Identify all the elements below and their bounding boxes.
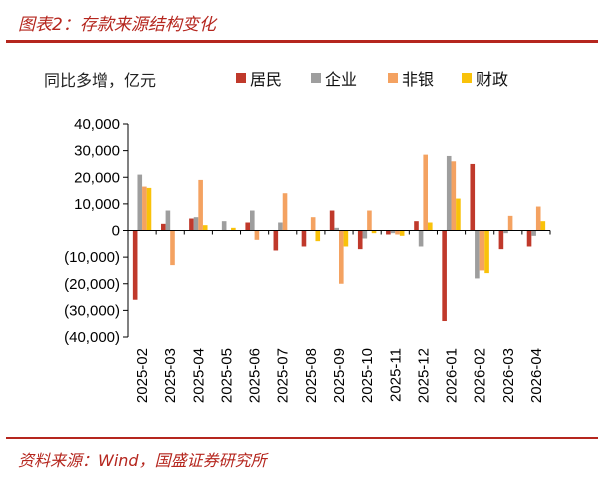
x-tick-label: 2026-02 bbox=[472, 348, 489, 403]
legend-label: 财政 bbox=[476, 70, 508, 89]
bar-1-2025-07 bbox=[273, 230, 279, 251]
bar-1-2025-06 bbox=[245, 222, 250, 231]
bar-1-2026-01 bbox=[442, 230, 447, 322]
x-tick-label: 2025-03 bbox=[162, 348, 179, 403]
bar-3-2026-04 bbox=[535, 206, 541, 231]
bar-4-2025-12 bbox=[428, 222, 433, 231]
legend-item: 企业 bbox=[311, 70, 357, 89]
bar-3-2025-03 bbox=[170, 230, 175, 266]
figure-title: 图表2：存款来源结构变化 bbox=[18, 15, 216, 35]
y-tick-label: 10,000 bbox=[74, 196, 120, 213]
bar-2-2026-02 bbox=[475, 230, 480, 279]
bar-4-2026-04 bbox=[540, 221, 546, 231]
bars bbox=[132, 154, 546, 322]
bar-3-2026-01 bbox=[451, 161, 457, 231]
bar-4-2025-05 bbox=[231, 227, 236, 231]
source-note: 资料来源：Wind，国盛证券研究所 bbox=[18, 451, 267, 470]
x-tick-label: 2026-04 bbox=[528, 348, 545, 403]
bar-1-2026-02 bbox=[470, 163, 476, 231]
x-tick-label: 2025-11 bbox=[387, 348, 404, 402]
bar-1-2025-04 bbox=[189, 218, 194, 231]
bar-1-2026-04 bbox=[526, 230, 532, 247]
bar-4-2026-01 bbox=[456, 198, 461, 231]
x-tick-label: 2025-10 bbox=[359, 348, 376, 403]
x-tick-label: 2025-12 bbox=[415, 348, 432, 403]
bar-3-2025-12 bbox=[423, 154, 428, 231]
bar-2-2025-09 bbox=[334, 227, 339, 231]
y-tick-label: 20,000 bbox=[74, 169, 120, 186]
legend: 居民 企业 非银 财政 bbox=[236, 70, 508, 89]
y-tick-label: 0 bbox=[112, 223, 120, 240]
legend-item: 财政 bbox=[462, 70, 508, 89]
bar-1-2025-03 bbox=[161, 223, 166, 231]
bar-4-2025-02 bbox=[146, 187, 152, 231]
bar-2-2025-04 bbox=[193, 217, 199, 231]
bar-2-2025-02 bbox=[137, 174, 143, 231]
bar-2-2026-01 bbox=[446, 155, 452, 231]
top-rule bbox=[6, 40, 598, 43]
bar-4-2026-02 bbox=[484, 230, 489, 274]
bar-2-2025-10 bbox=[362, 230, 368, 239]
legend-item: 居民 bbox=[236, 70, 282, 89]
bar-2-2025-06 bbox=[250, 210, 255, 231]
bar-3-2025-06 bbox=[254, 230, 260, 240]
bar-2-2025-11 bbox=[390, 230, 396, 234]
bar-1-2025-08 bbox=[301, 230, 307, 247]
x-tick-label: 2025-07 bbox=[275, 348, 292, 403]
x-tick-label: 2025-09 bbox=[331, 348, 348, 403]
bar-1-2025-10 bbox=[357, 230, 363, 250]
x-tick-label: 2025-06 bbox=[247, 348, 264, 403]
legend-label: 居民 bbox=[250, 70, 282, 89]
bar-1-2025-02 bbox=[132, 230, 138, 300]
y-tick-label: (20,000) bbox=[64, 276, 120, 293]
y-tick-label: (40,000) bbox=[64, 329, 120, 346]
bar-3-2025-07 bbox=[282, 193, 288, 231]
bar-4-2025-08 bbox=[315, 230, 321, 242]
y-axis: 40,000 30,000 20,000 10,000 0 (10,000) (20,000… bbox=[64, 116, 129, 346]
bar-4-2025-09 bbox=[343, 230, 349, 247]
legend-label: 企业 bbox=[325, 70, 357, 89]
bar-3-2025-10 bbox=[367, 210, 372, 231]
bar-4-2025-11 bbox=[399, 230, 405, 236]
x-tick-label: 2026-03 bbox=[500, 348, 517, 403]
bar-3-2026-03 bbox=[507, 215, 513, 231]
bar-2-2025-07 bbox=[278, 222, 283, 231]
bar-2-2025-12 bbox=[418, 230, 424, 247]
legend-swatch bbox=[236, 73, 246, 83]
bar-2-2025-03 bbox=[165, 210, 171, 231]
y-tick-label: (10,000) bbox=[64, 249, 120, 266]
legend-label: 非银 bbox=[402, 70, 434, 89]
y-tick-label: 30,000 bbox=[74, 143, 120, 160]
y-tick-label: 40,000 bbox=[74, 116, 120, 133]
bar-2-2026-04 bbox=[531, 230, 536, 236]
x-tick-label: 2025-02 bbox=[134, 348, 151, 403]
x-axis: 2025-02 2025-03 2025-04 2025-05 2025-06 2025-… bbox=[127, 230, 551, 403]
legend-swatch bbox=[388, 73, 398, 83]
bar-3-2025-08 bbox=[310, 217, 316, 231]
bar-4-2025-10 bbox=[371, 230, 377, 234]
bar-1-2025-11 bbox=[386, 230, 391, 235]
y-tick-label: (30,000) bbox=[64, 302, 120, 319]
x-tick-label: 2025-05 bbox=[219, 348, 236, 403]
bar-2-2026-03 bbox=[503, 230, 508, 234]
bar-3-2025-09 bbox=[339, 230, 344, 284]
x-tick-label: 2025-08 bbox=[303, 348, 320, 403]
bar-1-2025-09 bbox=[329, 210, 335, 231]
legend-item: 非银 bbox=[388, 70, 434, 89]
bar-3-2025-02 bbox=[142, 186, 147, 231]
bar-4-2025-04 bbox=[202, 225, 208, 231]
bar-1-2026-03 bbox=[498, 230, 504, 250]
legend-swatch bbox=[311, 73, 321, 83]
bar-1-2025-12 bbox=[414, 221, 419, 231]
x-tick-label: 2025-04 bbox=[190, 348, 207, 403]
legend-swatch bbox=[462, 73, 472, 83]
unit-label: 同比多增，亿元 bbox=[44, 71, 156, 90]
bottom-rule bbox=[6, 437, 598, 439]
bar-3-2025-04 bbox=[198, 179, 203, 231]
bar-3-2025-11 bbox=[395, 230, 400, 235]
bar-3-2026-02 bbox=[479, 230, 485, 271]
x-tick-label: 2026-01 bbox=[444, 348, 461, 403]
bar-2-2025-05 bbox=[221, 221, 227, 231]
